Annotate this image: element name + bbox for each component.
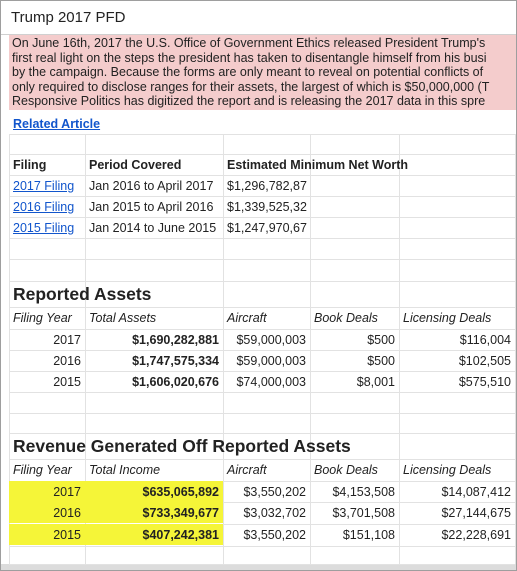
- table-cell: 2015: [9, 524, 85, 545]
- table-cell: $151,108: [342, 527, 395, 542]
- table-cell: Jan 2014 to June 2015: [89, 220, 217, 235]
- table-cell: $14,087,412: [441, 484, 511, 499]
- grid-line: [85, 134, 86, 564]
- grid-line: [223, 134, 224, 564]
- table-cell: 2015: [53, 374, 81, 389]
- grid-line: [9, 502, 515, 503]
- intro-text: On June 16th, 2017 the U.S. Office of Go…: [9, 35, 516, 110]
- column-header: Licensing Deals: [403, 311, 492, 325]
- table-cell: $1,606,020,676: [132, 374, 219, 389]
- sheet-title: Trump 2017 PFD: [1, 1, 516, 35]
- column-header: Period Covered: [89, 157, 182, 172]
- section-title: Reported Assets: [13, 283, 152, 304]
- grid-line: [9, 481, 515, 482]
- column-header: Estimated Minimum Net Worth: [227, 157, 409, 172]
- intro-line: first real light on the steps the presid…: [12, 50, 487, 65]
- table-cell: $1,747,575,334: [132, 353, 219, 368]
- column-header: Filing Year: [13, 463, 72, 477]
- column-header: Total Assets: [89, 311, 157, 325]
- table-cell: $1,339,525,32: [227, 199, 307, 214]
- grid-line: [9, 329, 515, 330]
- table-cell: $59,000,003: [236, 353, 306, 368]
- section-title: Revenue Generated Off Reported Assets: [13, 435, 351, 456]
- grid-line: [9, 524, 515, 525]
- scrollbar: [1, 564, 516, 570]
- grid-line: [9, 238, 515, 239]
- table-cell: $1,247,970,67: [227, 220, 307, 235]
- column-header: Licensing Deals: [403, 463, 492, 477]
- column-header: Aircraft: [227, 311, 267, 325]
- table-cell: $4,153,508: [332, 484, 395, 499]
- table-cell: $22,228,691: [441, 527, 511, 542]
- table-cell: 2016: [9, 502, 85, 523]
- table-cell: 2017: [9, 481, 85, 502]
- grid-line: [9, 546, 515, 547]
- grid-line: [9, 134, 515, 135]
- column-header: Filing Year: [13, 311, 72, 325]
- table-cell: $733,349,677: [85, 502, 223, 523]
- grid-line: [9, 175, 515, 176]
- table-cell: $74,000,003: [236, 374, 306, 389]
- table-cell: $500: [367, 353, 395, 368]
- grid-line: [9, 350, 515, 351]
- grid-line: [9, 217, 515, 218]
- column-header: Book Deals: [314, 311, 378, 325]
- column-header: Book Deals: [314, 463, 378, 477]
- grid-line: [310, 134, 311, 564]
- intro-line: only required to disclose ranges for the…: [12, 79, 490, 94]
- grid-line: [9, 392, 515, 393]
- grid-line: [515, 134, 516, 564]
- table-cell: $3,550,202: [243, 527, 306, 542]
- grid-line: [9, 281, 515, 282]
- table-cell: Jan 2015 to April 2016: [89, 199, 214, 214]
- filing-link[interactable]: 2016 Filing: [13, 199, 75, 214]
- table-cell: $8,001: [356, 374, 395, 389]
- column-header: Total Income: [89, 463, 161, 477]
- table-cell: $575,510: [458, 374, 511, 389]
- grid-line: [9, 307, 515, 308]
- table-cell: 2016: [53, 353, 81, 368]
- grid-line: [9, 433, 515, 434]
- intro-line: On June 16th, 2017 the U.S. Office of Go…: [12, 36, 486, 50]
- grid-line: [9, 154, 515, 155]
- intro-line: by the campaign. Because the forms are o…: [12, 65, 484, 80]
- table-cell: $3,550,202: [243, 484, 306, 499]
- grid-line: [9, 134, 10, 564]
- table-cell: $3,032,702: [243, 505, 306, 520]
- grid-line: [9, 371, 515, 372]
- table-cell: 2017: [53, 332, 81, 347]
- table-cell: $27,144,675: [441, 505, 511, 520]
- grid-line: [9, 459, 515, 460]
- table-cell: $116,004: [459, 332, 511, 347]
- table-cell: $3,701,508: [332, 505, 395, 520]
- related-article-link[interactable]: Related Article: [13, 116, 101, 131]
- filing-link[interactable]: 2015 Filing: [13, 220, 75, 235]
- intro-line: Responsive Politics has digitized the re…: [12, 94, 486, 109]
- column-header: Filing: [13, 157, 47, 172]
- grid-line: [9, 196, 515, 197]
- table-cell: $1,296,782,87: [227, 178, 307, 193]
- grid-line: [9, 259, 515, 260]
- table-cell: $500: [367, 332, 395, 347]
- grid-line: [9, 564, 515, 565]
- table-cell: $1,690,282,881: [132, 332, 219, 347]
- table-cell: $102,505: [458, 353, 511, 368]
- grid-line: [9, 413, 515, 414]
- column-header: Aircraft: [227, 463, 267, 477]
- table-cell: Jan 2016 to April 2017: [89, 178, 214, 193]
- table-cell: $635,065,892: [85, 481, 223, 502]
- grid-line: [399, 134, 400, 564]
- filing-link[interactable]: 2017 Filing: [13, 178, 75, 193]
- table-cell: $59,000,003: [236, 332, 306, 347]
- table-cell: $407,242,381: [85, 524, 223, 545]
